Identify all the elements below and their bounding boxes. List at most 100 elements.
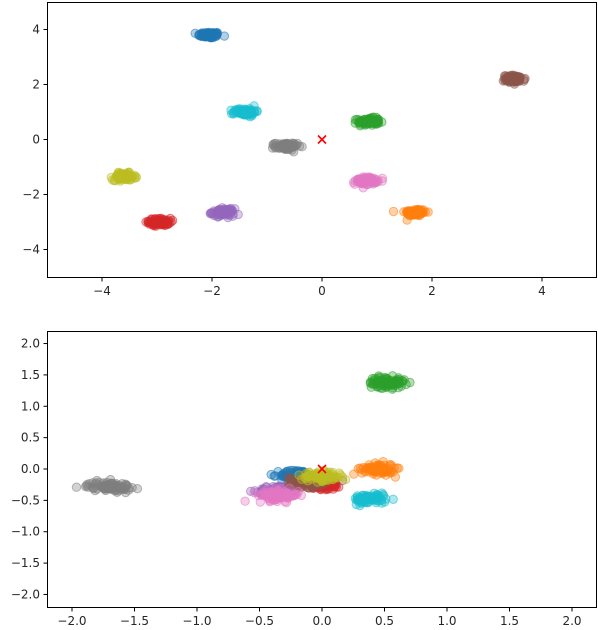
cluster-7 xyxy=(349,457,404,482)
data-point xyxy=(359,173,369,183)
data-point xyxy=(214,204,225,215)
data-point xyxy=(402,215,412,225)
bottom-plot-frame xyxy=(47,331,597,608)
data-point xyxy=(332,472,342,482)
data-point xyxy=(255,497,265,507)
data-point xyxy=(387,371,398,381)
y-tick-label: 1.5 xyxy=(21,368,40,382)
data-point xyxy=(240,496,250,506)
data-point xyxy=(362,117,373,127)
data-point xyxy=(401,379,411,390)
data-point xyxy=(275,491,285,502)
data-point xyxy=(212,29,222,40)
y-tick-label: 4 xyxy=(32,23,40,37)
data-point xyxy=(268,139,278,150)
data-point xyxy=(390,375,401,386)
data-point xyxy=(296,490,307,501)
data-point xyxy=(131,172,141,182)
data-point xyxy=(266,489,277,499)
data-point xyxy=(108,482,119,493)
data-point xyxy=(190,28,200,38)
data-point xyxy=(388,494,398,504)
x-tick-label: 0 xyxy=(318,284,326,298)
data-point xyxy=(269,471,279,481)
data-point xyxy=(374,377,384,387)
data-point xyxy=(126,174,136,185)
top-scatter-plot: −4 −2 0 2 4 −4 −2 0 2 4 xyxy=(22,2,597,298)
data-point xyxy=(357,468,367,478)
data-point xyxy=(378,490,388,500)
x-tick-label: 2 xyxy=(428,284,436,298)
data-point xyxy=(289,490,299,500)
cluster-4 xyxy=(141,213,178,231)
data-point xyxy=(96,481,106,492)
top-scatter-points xyxy=(106,27,530,231)
x-tick-label: −2 xyxy=(203,284,221,298)
y-tick-label: 1.0 xyxy=(21,399,40,413)
y-tick-label: 0 xyxy=(32,133,40,147)
y-tick-label: 0.5 xyxy=(21,431,40,445)
cluster-5 xyxy=(205,203,243,223)
data-point xyxy=(252,106,262,117)
y-tick-label: −4 xyxy=(22,243,40,257)
data-point xyxy=(216,207,226,217)
bottom-origin-marker xyxy=(317,464,327,474)
marker-stroke xyxy=(317,464,327,474)
data-point xyxy=(150,217,160,228)
x-tick-label: −1.0 xyxy=(182,614,211,628)
cluster-8 xyxy=(350,488,398,511)
x-tick-label: 1.5 xyxy=(500,614,519,628)
y-tick-label: 2.0 xyxy=(21,337,40,351)
bottom-x-axis-ticks: −2.0 −1.5 −1.0 −0.5 0.0 0.5 1.0 1.5 2.0 xyxy=(57,607,582,628)
data-point xyxy=(227,206,238,216)
data-point xyxy=(280,490,290,501)
cluster-10 xyxy=(71,474,143,498)
cluster-1 xyxy=(190,27,230,43)
data-point xyxy=(116,173,127,184)
bottom-scatter-plot: −2.0 −1.5 −1.0 −0.5 0.0 0.5 1.0 1.5 2.0 −2.0 −1.5… xyxy=(11,331,597,628)
x-tick-label: −2.0 xyxy=(57,614,86,628)
data-point xyxy=(159,217,170,227)
top-y-axis-ticks: −4 −2 0 2 4 xyxy=(22,23,48,257)
data-point xyxy=(413,204,423,215)
cluster-2 xyxy=(388,204,433,225)
data-point xyxy=(202,31,213,41)
y-tick-label: −2.0 xyxy=(11,587,40,601)
cluster-10 xyxy=(226,101,262,122)
data-point xyxy=(132,484,143,494)
x-tick-label: −0.5 xyxy=(245,614,274,628)
x-tick-label: −1.5 xyxy=(120,614,149,628)
y-tick-label: −1.5 xyxy=(11,556,40,570)
data-point xyxy=(71,482,82,492)
y-tick-label: 0.0 xyxy=(21,462,40,476)
data-point xyxy=(381,381,391,391)
data-point xyxy=(358,183,368,193)
x-tick-label: 1.0 xyxy=(437,614,456,628)
cluster-9 xyxy=(365,371,415,394)
data-point xyxy=(122,480,132,491)
data-point xyxy=(388,206,399,217)
data-point xyxy=(247,109,257,119)
top-plot-frame xyxy=(47,2,597,278)
x-tick-label: 0.0 xyxy=(312,614,331,628)
x-tick-label: 2.0 xyxy=(562,614,581,628)
top-origin-marker xyxy=(317,134,327,145)
x-tick-label: −4 xyxy=(93,284,111,298)
data-point xyxy=(307,471,318,481)
data-point xyxy=(303,476,313,486)
data-point xyxy=(312,473,322,483)
data-point xyxy=(238,107,248,117)
data-point xyxy=(389,463,399,473)
y-tick-label: −0.5 xyxy=(11,493,40,507)
data-point xyxy=(373,177,383,187)
cluster-6 xyxy=(294,465,351,487)
cluster-8 xyxy=(267,138,307,157)
x-tick-label: 4 xyxy=(538,284,546,298)
data-point xyxy=(260,488,270,499)
data-point xyxy=(205,209,216,219)
x-tick-label: 0.5 xyxy=(375,614,394,628)
data-point xyxy=(349,469,359,479)
marker-stroke xyxy=(317,134,327,145)
y-tick-label: −2 xyxy=(22,188,40,202)
